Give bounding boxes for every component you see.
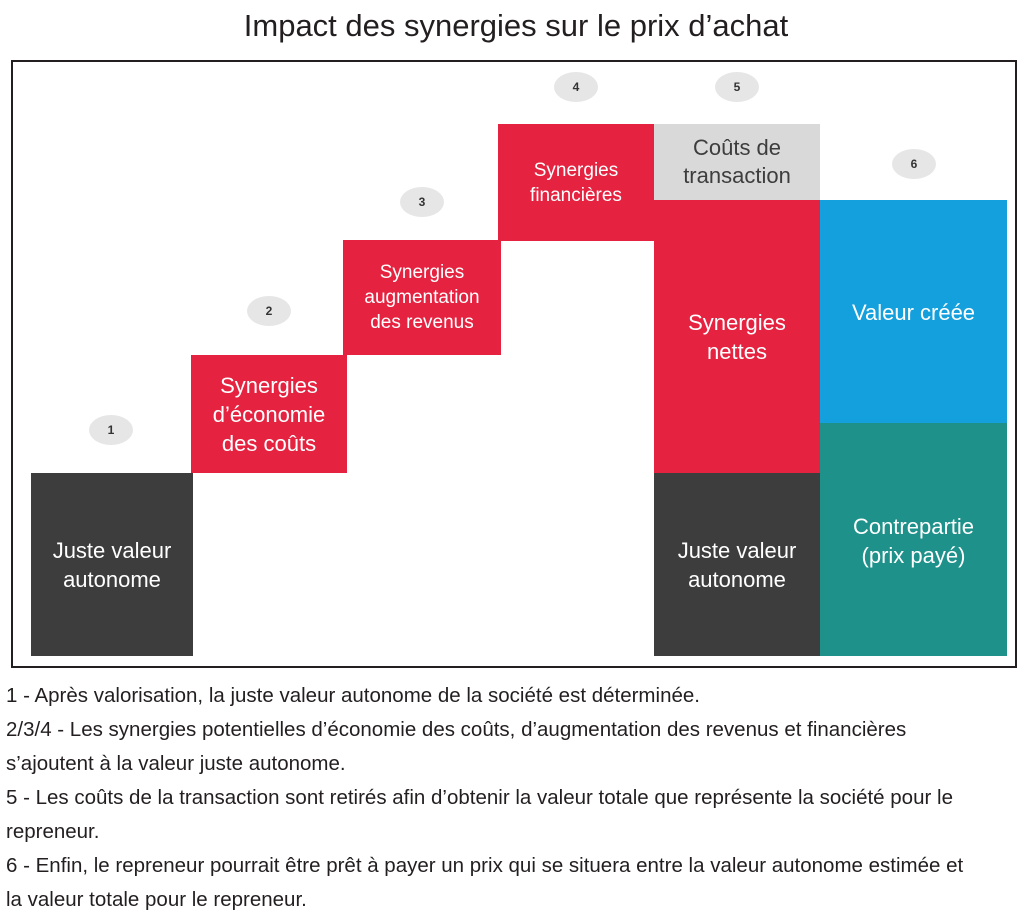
block-synergies-financieres: Synergies financières: [498, 124, 654, 241]
step-badge-5: 5: [715, 72, 759, 102]
block-juste-valeur-autonome: Juste valeur autonome: [31, 473, 193, 656]
step-badge-6: 6: [892, 149, 936, 179]
footnote-1: 1 - Après valorisation, la juste valeur …: [6, 684, 700, 707]
diagram-frame: [11, 60, 1017, 668]
diagram-title: Impact des synergies sur le prix d’achat: [243, 8, 789, 43]
footnotes: 1 - Après valorisation, la juste valeur …: [6, 679, 1026, 917]
block-synergies-economie-couts: Synergies d’économie des coûts: [191, 355, 347, 473]
block-valeur-creee: Valeur créée: [820, 200, 1007, 423]
footnote-5: 5 - Les coûts de la transaction sont ret…: [6, 786, 953, 843]
block-synergies-nettes: Synergies nettes: [654, 200, 820, 473]
block-couts-transaction: Coûts de transaction: [654, 124, 820, 200]
block-synergies-augmentation-revenus: Synergies augmentation des revenus: [343, 240, 501, 355]
step-badge-1: 1: [89, 415, 133, 445]
block-synergies-financieres-label: Synergies financières: [530, 160, 622, 206]
footnote-2-3-4: 2/3/4 - Les synergies potentielles d’éco…: [6, 718, 907, 775]
block-contrepartie-label: Contrepartie (prix payé): [852, 514, 975, 568]
block-juste-valeur-autonome-2-label: Juste valeur autonome: [677, 537, 797, 592]
block-juste-valeur-autonome-2: Juste valeur autonome: [654, 473, 820, 656]
block-contrepartie: Contrepartie (prix payé): [820, 423, 1007, 656]
step-badge-3: 3: [400, 187, 444, 217]
block-synergies-augmentation-revenus-label: Synergies augmentation des revenus: [364, 262, 480, 333]
step-badge-4: 4: [554, 72, 598, 102]
footnote-6: 6 - Enfin, le repreneur pourrait être pr…: [6, 854, 964, 911]
step-badge-2: 2: [247, 296, 291, 326]
block-juste-valeur-autonome-label: Juste valeur autonome: [52, 537, 172, 592]
block-synergies-economie-couts-label: Synergies d’économie des coûts: [212, 372, 326, 456]
block-synergies-nettes-label: Synergies nettes: [688, 310, 786, 364]
block-couts-transaction-label: Coûts de transaction: [683, 135, 791, 188]
block-valeur-creee-label: Valeur créée: [851, 300, 976, 325]
